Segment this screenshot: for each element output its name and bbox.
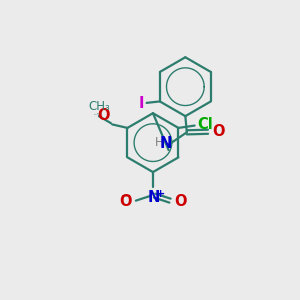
Text: N: N xyxy=(160,136,172,151)
Text: −: − xyxy=(121,190,131,203)
Text: methoxy: methoxy xyxy=(94,114,101,115)
Text: O: O xyxy=(212,124,224,139)
Text: CH₃: CH₃ xyxy=(88,100,110,113)
Text: H: H xyxy=(155,136,164,149)
Text: N: N xyxy=(148,190,160,205)
Text: O: O xyxy=(97,108,110,123)
Text: Cl: Cl xyxy=(198,117,213,132)
Text: +: + xyxy=(156,189,165,199)
Text: O: O xyxy=(174,194,187,209)
Text: I: I xyxy=(139,96,144,111)
Text: O: O xyxy=(119,194,132,209)
Text: methoxy: methoxy xyxy=(97,113,103,114)
